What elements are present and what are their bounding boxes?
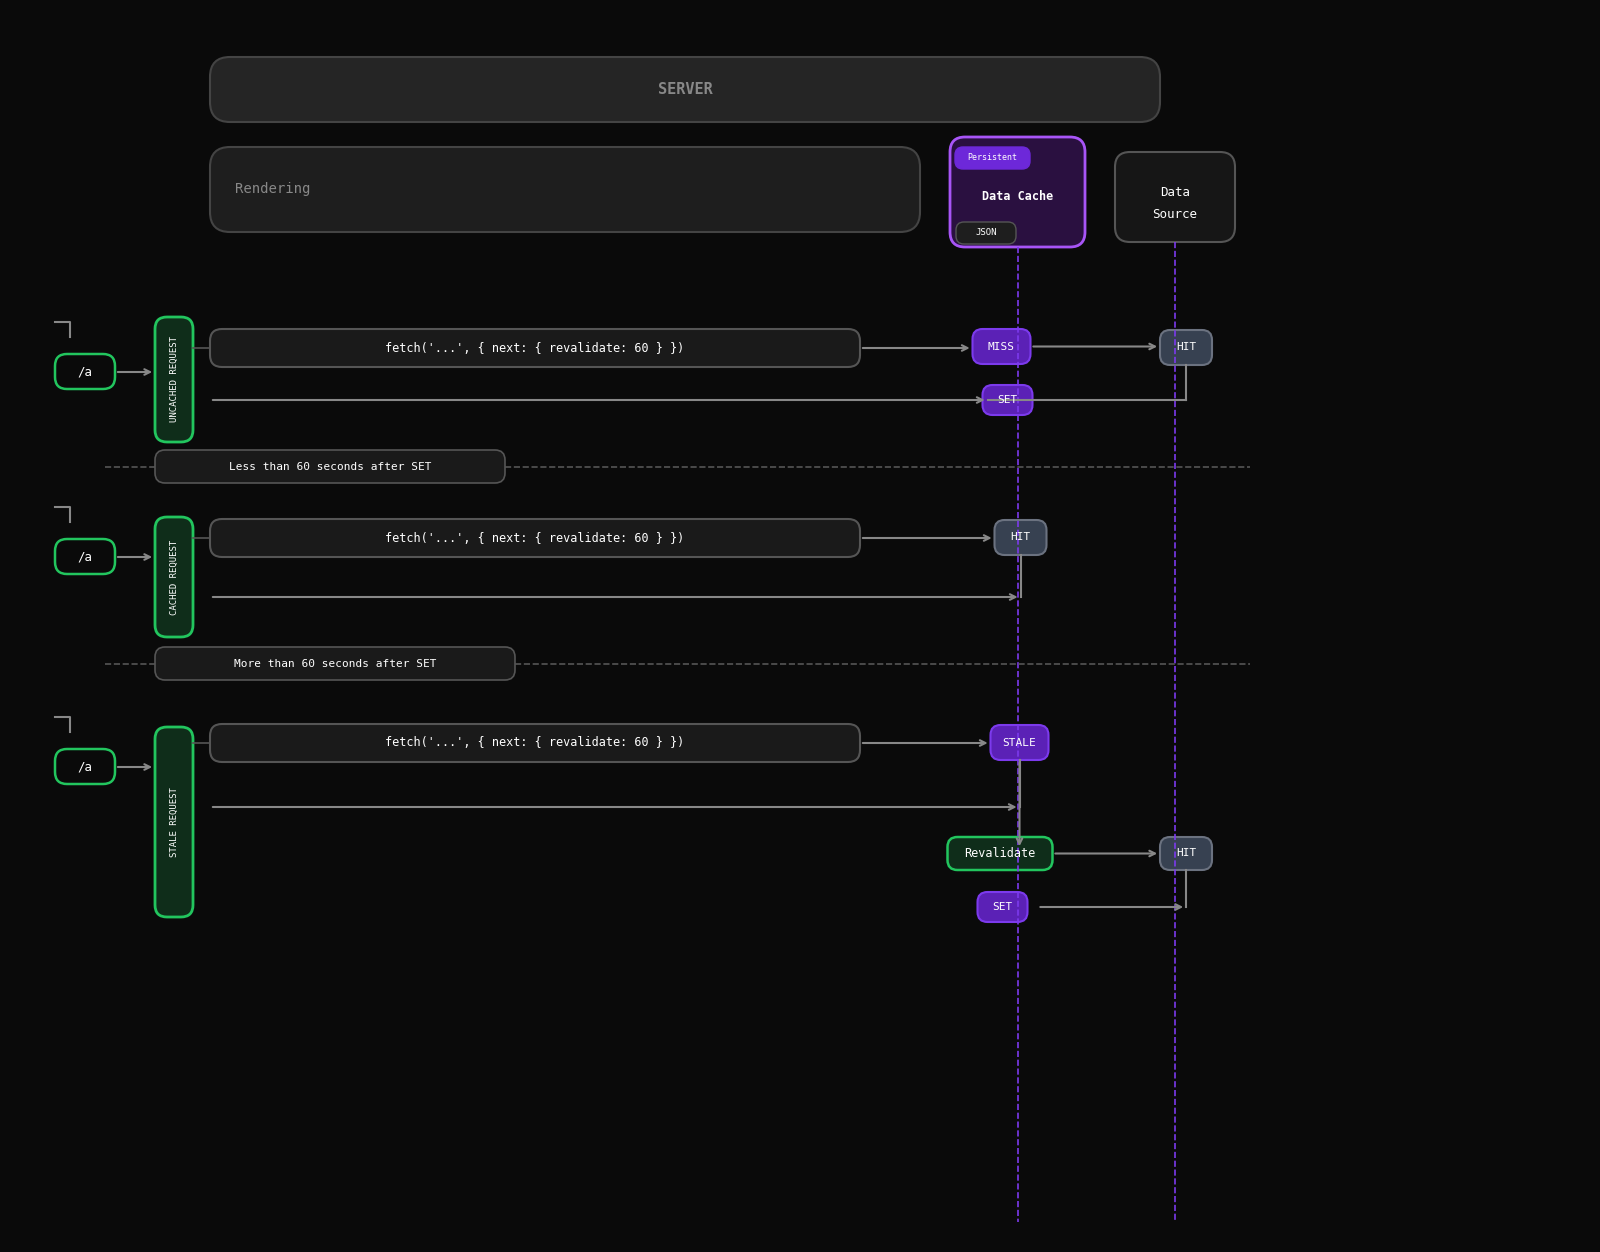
Text: STALE REQUEST: STALE REQUEST — [170, 788, 179, 856]
FancyBboxPatch shape — [982, 386, 1032, 414]
Text: Less than 60 seconds after SET: Less than 60 seconds after SET — [229, 462, 432, 472]
FancyBboxPatch shape — [155, 517, 194, 637]
FancyBboxPatch shape — [947, 838, 1053, 870]
Text: Rendering: Rendering — [235, 183, 310, 197]
Text: Revalidate: Revalidate — [965, 848, 1035, 860]
Text: More than 60 seconds after SET: More than 60 seconds after SET — [234, 659, 437, 669]
FancyBboxPatch shape — [155, 647, 515, 680]
FancyBboxPatch shape — [210, 724, 861, 762]
Text: SET: SET — [992, 901, 1013, 911]
Text: HIT: HIT — [1176, 849, 1197, 859]
Text: Data: Data — [1160, 185, 1190, 199]
FancyBboxPatch shape — [995, 520, 1046, 555]
Text: UNCACHED REQUEST: UNCACHED REQUEST — [170, 337, 179, 422]
FancyBboxPatch shape — [54, 749, 115, 784]
FancyBboxPatch shape — [210, 329, 861, 367]
FancyBboxPatch shape — [973, 329, 1030, 364]
Text: Data Cache: Data Cache — [982, 190, 1053, 204]
FancyBboxPatch shape — [990, 725, 1048, 760]
Text: SET: SET — [997, 394, 1018, 404]
FancyBboxPatch shape — [210, 520, 861, 557]
FancyBboxPatch shape — [1160, 331, 1213, 366]
FancyBboxPatch shape — [210, 58, 1160, 121]
FancyBboxPatch shape — [950, 136, 1085, 247]
Text: fetch('...', { next: { revalidate: 60 } }): fetch('...', { next: { revalidate: 60 } … — [386, 736, 685, 750]
FancyBboxPatch shape — [54, 540, 115, 573]
Text: Source: Source — [1152, 209, 1197, 222]
Text: fetch('...', { next: { revalidate: 60 } }): fetch('...', { next: { revalidate: 60 } … — [386, 532, 685, 545]
FancyBboxPatch shape — [210, 146, 920, 232]
Text: JSON: JSON — [976, 229, 997, 238]
Text: HIT: HIT — [1010, 532, 1030, 542]
FancyBboxPatch shape — [155, 449, 506, 483]
Text: STALE: STALE — [1003, 737, 1037, 747]
Text: HIT: HIT — [1176, 343, 1197, 353]
Text: CACHED REQUEST: CACHED REQUEST — [170, 540, 179, 615]
Text: /a: /a — [77, 366, 93, 378]
FancyBboxPatch shape — [978, 891, 1027, 921]
FancyBboxPatch shape — [1115, 151, 1235, 242]
FancyBboxPatch shape — [955, 146, 1030, 169]
Text: /a: /a — [77, 760, 93, 774]
FancyBboxPatch shape — [54, 354, 115, 389]
Text: MISS: MISS — [989, 342, 1014, 352]
Text: /a: /a — [77, 551, 93, 563]
Text: fetch('...', { next: { revalidate: 60 } }): fetch('...', { next: { revalidate: 60 } … — [386, 342, 685, 354]
Text: Persistent: Persistent — [968, 154, 1018, 163]
FancyBboxPatch shape — [957, 222, 1016, 244]
Text: SERVER: SERVER — [658, 81, 712, 96]
FancyBboxPatch shape — [155, 727, 194, 916]
FancyBboxPatch shape — [155, 317, 194, 442]
FancyBboxPatch shape — [1160, 838, 1213, 870]
